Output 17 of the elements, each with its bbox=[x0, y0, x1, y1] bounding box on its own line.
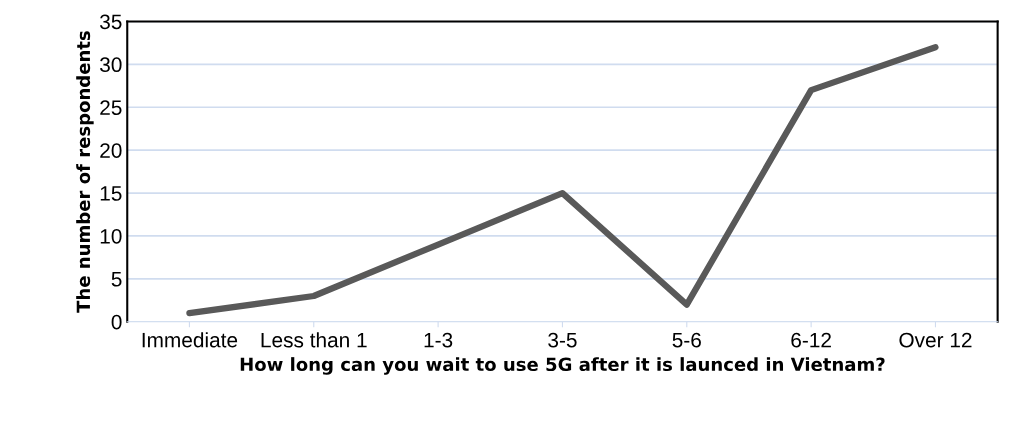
x-tick-label: Immediate bbox=[142, 332, 238, 348]
x-tick-label: 6-12 bbox=[791, 332, 831, 348]
y-tick-label: 10 bbox=[100, 228, 122, 244]
x-tick-label: Over 12 bbox=[899, 332, 972, 348]
y-tick-label: 20 bbox=[100, 143, 122, 158]
x-tick-label: 1-3 bbox=[424, 332, 453, 348]
y-tick-label: 25 bbox=[100, 100, 122, 115]
x-tick-label: 3-5 bbox=[548, 332, 577, 348]
y-tick-label: 35 bbox=[100, 14, 122, 30]
y-tick-label: 30 bbox=[100, 57, 122, 73]
x-axis-title: How long can you wait to use 5G after it is launced in Vietnam? bbox=[240, 357, 885, 375]
x-tick-label: 5-6 bbox=[672, 332, 701, 348]
y-tick-label: 5 bbox=[111, 272, 122, 287]
y-tick-label: 0 bbox=[111, 314, 122, 330]
y-axis-title: The number of respondents bbox=[76, 31, 94, 313]
y-tick-label: 15 bbox=[100, 186, 122, 201]
x-tick-label: Less than 1 bbox=[261, 332, 367, 348]
